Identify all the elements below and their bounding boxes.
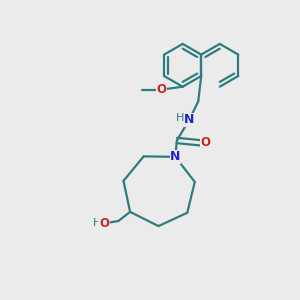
Text: O: O (99, 217, 109, 230)
Text: N: N (184, 113, 194, 126)
Text: N: N (170, 150, 181, 163)
Text: H: H (93, 218, 101, 228)
Text: O: O (156, 83, 166, 96)
Text: H: H (176, 113, 184, 123)
Text: O: O (200, 136, 210, 149)
